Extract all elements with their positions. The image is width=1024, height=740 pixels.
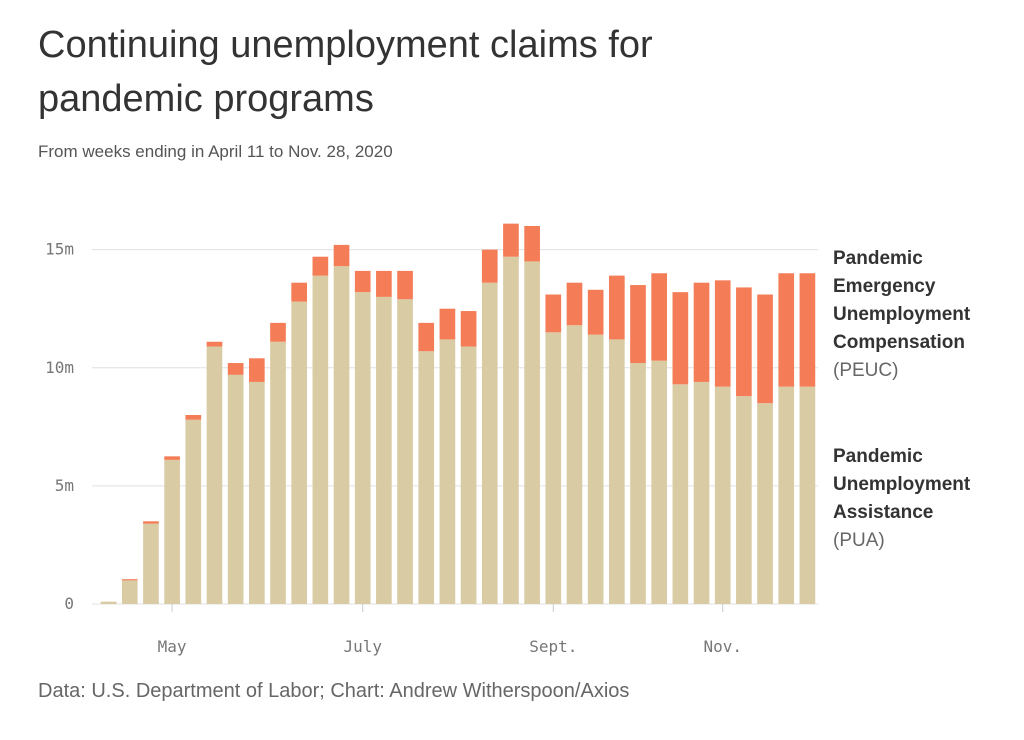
bar-pua	[566, 325, 583, 604]
bar-peuc	[608, 275, 625, 340]
bar-pua	[672, 384, 689, 604]
x-tick-label: July	[343, 637, 382, 656]
bar-pua	[799, 386, 816, 604]
bar-pua	[460, 346, 477, 604]
legend-peuc-name: Pandemic Emergency Unemployment Compensa…	[833, 248, 971, 353]
legend-peuc-abbr: (PEUC)	[833, 360, 899, 381]
bar-peuc	[185, 415, 202, 420]
bar-peuc	[460, 311, 477, 347]
legend-pua-abbr: (PUA)	[833, 530, 885, 551]
stacked-bar-chart: 0 5m 10m 15m May July Sept. Nov.	[45, 223, 818, 656]
bar-pua	[587, 334, 604, 604]
bar-pua	[100, 601, 117, 604]
chart-source: Data: U.S. Department of Labor; Chart: A…	[38, 680, 630, 702]
bar-pua	[608, 339, 625, 604]
bar-pua	[503, 256, 519, 604]
bar-pua	[333, 266, 350, 604]
bar-peuc	[164, 456, 180, 460]
bar-pua	[714, 386, 731, 604]
bar-peuc	[651, 273, 668, 361]
bar-pua	[121, 580, 138, 604]
x-tick-label: Nov.	[703, 637, 742, 656]
y-tick-label: 0	[64, 594, 74, 613]
bar-peuc	[206, 341, 223, 347]
x-axis: May July Sept. Nov.	[158, 604, 742, 656]
bar-pua	[630, 363, 646, 604]
y-axis: 0 5m 10m 15m	[45, 240, 74, 613]
bar-peuc	[227, 363, 244, 375]
bar-peuc	[291, 282, 308, 302]
bar-peuc	[354, 270, 371, 293]
bar-pua	[248, 381, 265, 604]
bar-pua	[524, 261, 540, 604]
bar-pua	[651, 360, 668, 604]
bar-pua	[481, 282, 498, 604]
bars	[100, 223, 816, 604]
bar-peuc	[693, 282, 710, 382]
bar-pua	[291, 301, 308, 604]
bar-pua	[545, 332, 562, 604]
legend-peuc: Pandemic Emergency Unemployment Compensa…	[833, 245, 1013, 385]
bar-peuc	[270, 322, 286, 342]
bar-peuc	[587, 289, 604, 335]
y-tick-label: 5m	[55, 476, 74, 495]
bar-pua	[312, 275, 329, 604]
bar-pua	[439, 339, 456, 604]
bar-peuc	[121, 579, 138, 581]
bar-pua	[164, 459, 180, 604]
bar-peuc	[757, 294, 773, 404]
x-tick-label: May	[158, 637, 187, 656]
bar-peuc	[439, 308, 456, 340]
bar-pua	[418, 351, 435, 604]
x-tick-label: Sept.	[529, 637, 577, 656]
bar-peuc	[524, 226, 540, 262]
bar-peuc	[248, 358, 265, 382]
bar-pua	[757, 403, 773, 604]
y-tick-label: 10m	[45, 358, 74, 377]
bar-peuc	[672, 292, 689, 385]
bar-pua	[693, 381, 710, 604]
bar-pua	[270, 341, 286, 604]
bar-peuc	[376, 270, 392, 297]
bar-peuc	[545, 294, 562, 333]
bar-peuc	[714, 280, 731, 387]
bar-pua	[143, 523, 159, 604]
bar-peuc	[312, 256, 329, 276]
chart-title: Continuing unemployment claims for pande…	[38, 24, 653, 120]
bar-pua	[185, 419, 202, 604]
bar-peuc	[418, 322, 435, 352]
bar-peuc	[333, 244, 350, 267]
bar-peuc	[799, 273, 816, 387]
bar-pua	[376, 296, 392, 604]
bar-pua	[736, 396, 752, 604]
bar-peuc	[503, 223, 519, 257]
bar-peuc	[736, 287, 752, 397]
bar-peuc	[778, 273, 795, 387]
bar-peuc	[397, 270, 413, 300]
bar-peuc	[630, 285, 646, 364]
legend-pua: Pandemic Unemployment Assistance (PUA)	[833, 443, 1013, 555]
y-tick-label: 15m	[45, 240, 74, 259]
chart-subtitle: From weeks ending in April 11 to Nov. 28…	[38, 142, 393, 161]
bar-pua	[397, 299, 413, 604]
bar-pua	[778, 386, 795, 604]
bar-peuc	[566, 282, 583, 326]
legend-pua-name: Pandemic Unemployment Assistance	[833, 446, 971, 523]
bar-pua	[354, 292, 371, 604]
bar-peuc	[481, 249, 498, 283]
bar-pua	[227, 374, 244, 604]
bar-peuc	[143, 521, 159, 524]
bar-pua	[206, 346, 223, 604]
